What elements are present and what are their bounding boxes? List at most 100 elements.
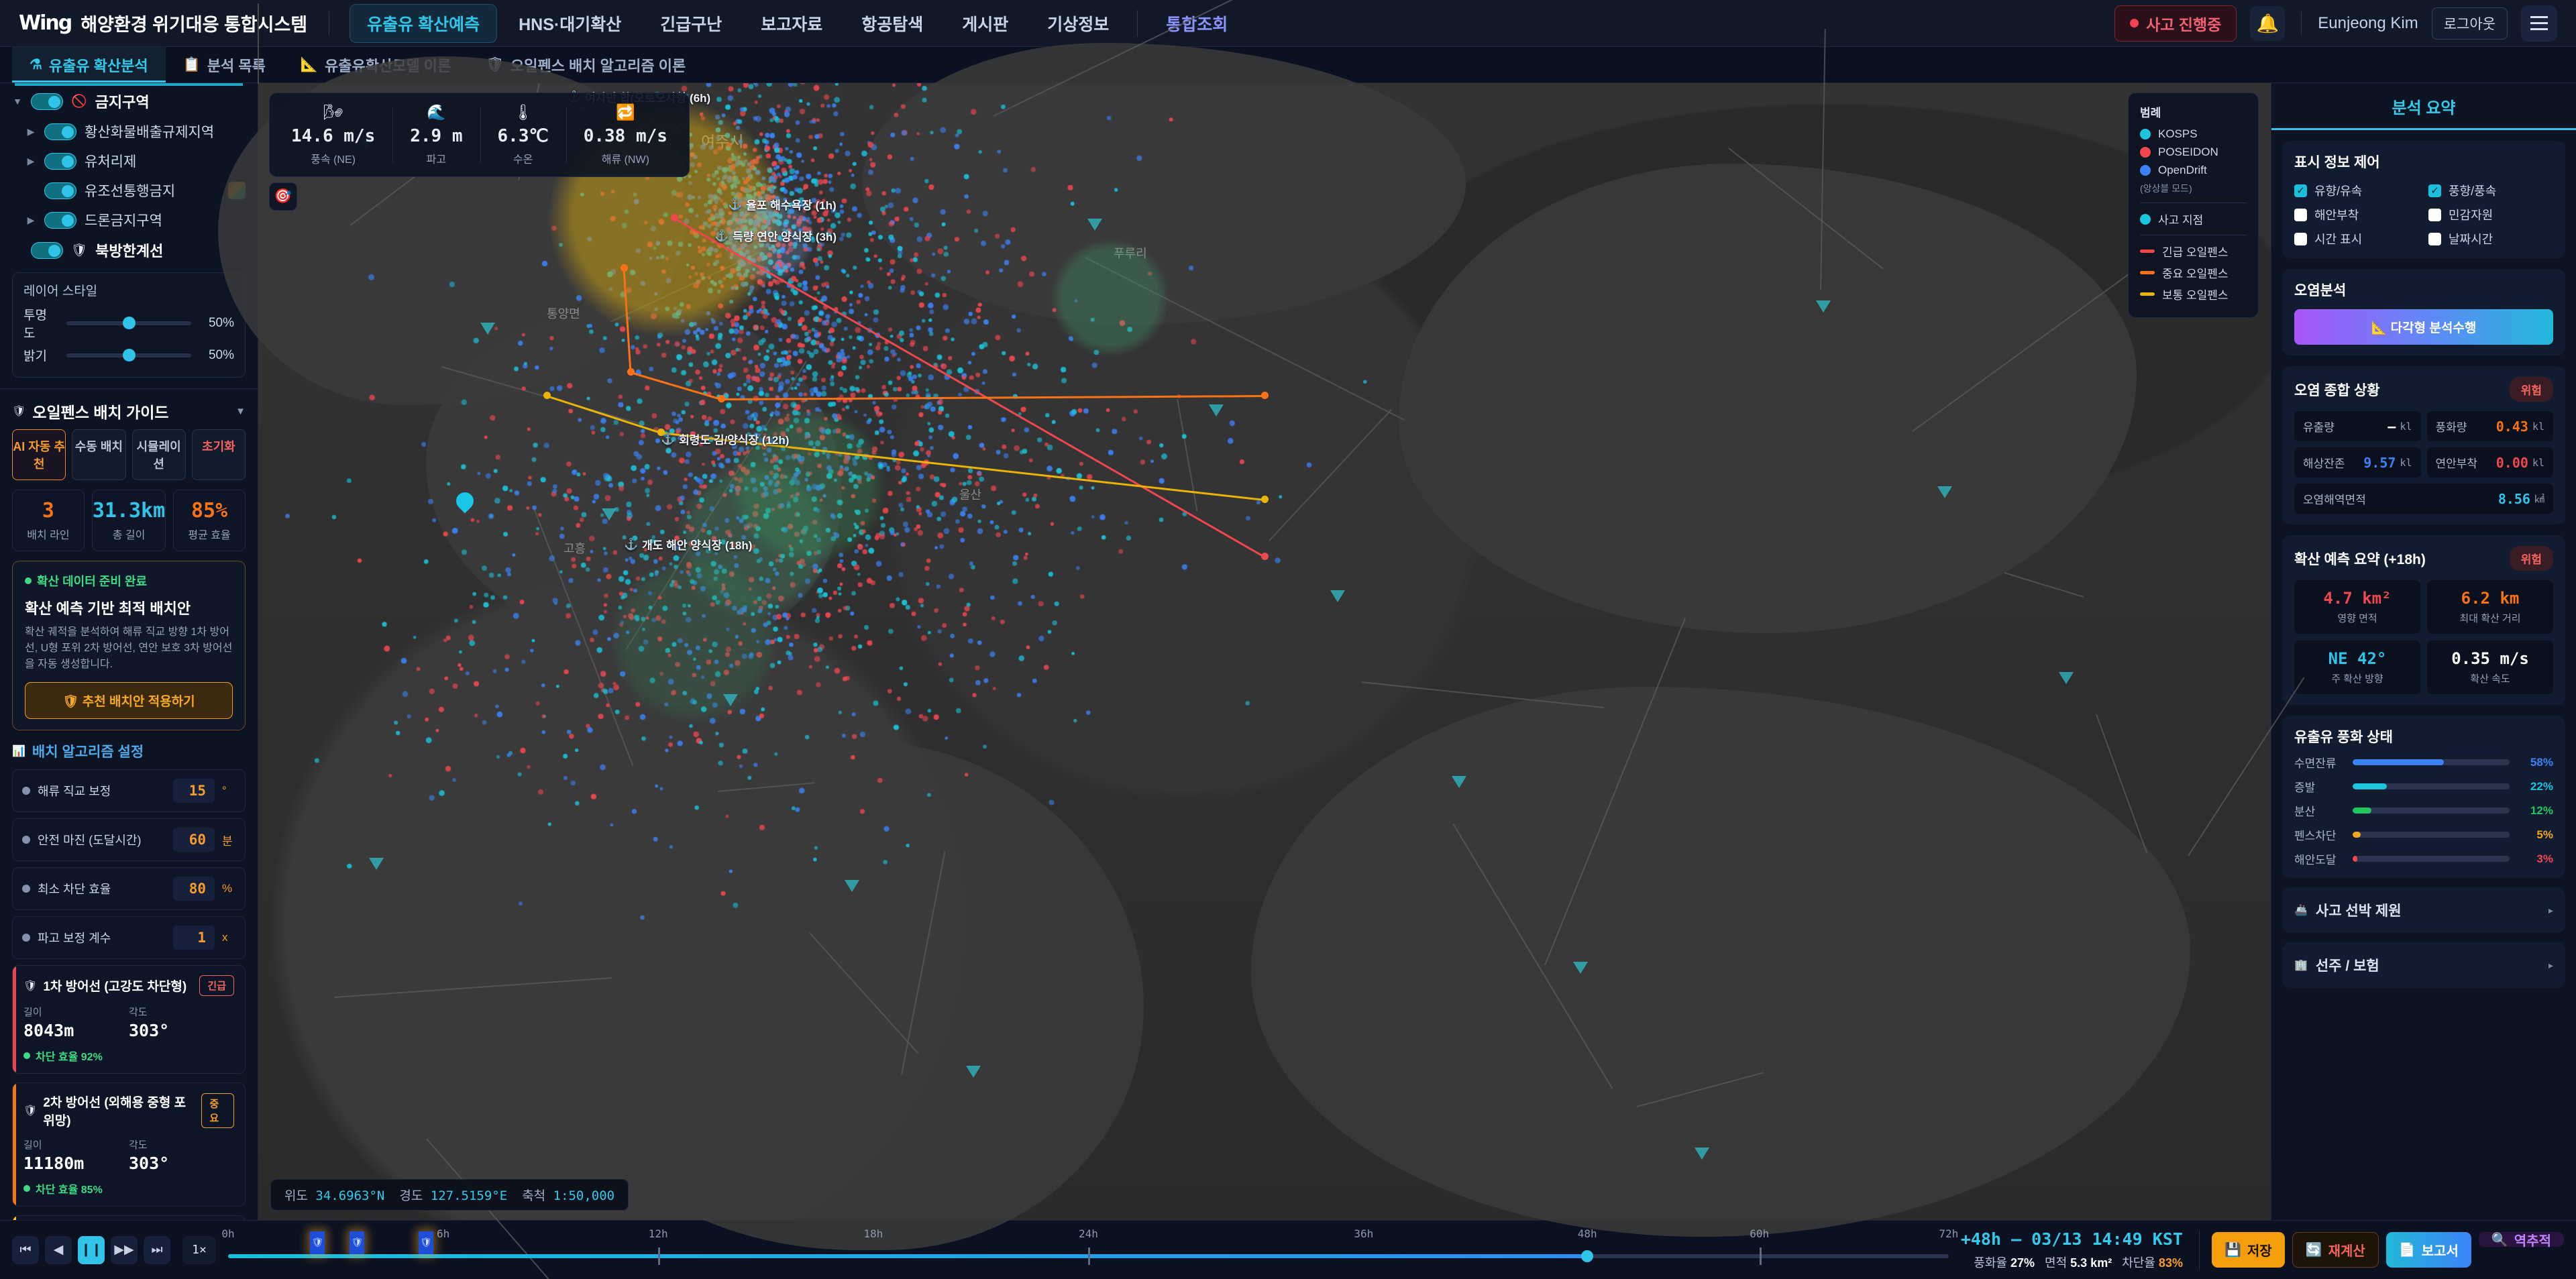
mode-button[interactable]: 수동 배치 [72, 429, 126, 480]
slider-row[interactable]: 투명도 50% [23, 305, 234, 341]
playback-speed-button[interactable]: 1× [182, 1235, 216, 1264]
slider-handle[interactable] [123, 317, 136, 329]
layer-row[interactable]: ▶ 드론금지구역 [0, 205, 258, 235]
nav-item[interactable]: 통합조회 [1166, 15, 1228, 34]
layer-row[interactable]: ▶ 유처리제 [0, 146, 258, 176]
nav-item[interactable]: 긴급구난 [660, 15, 722, 34]
layer-row[interactable]: ▼ 🚫 금지구역 [0, 86, 258, 117]
mode-button[interactable]: 초기화 [191, 429, 246, 480]
역추적-button[interactable]: 🔍 역추적 [2478, 1232, 2564, 1249]
collapsible-building-icon[interactable]: 🏢 선주 / 보험 ▸ [2282, 942, 2565, 988]
slider-track[interactable] [66, 317, 191, 329]
layer-toggle[interactable] [31, 93, 63, 110]
map-canvas[interactable]: 여주시통양면푸루리울산고흥 ⚓여자만 합(오토오사항 (6h)⚓율포 해수욕장 … [218, 0, 2305, 1279]
map-marker[interactable]: ⚓ 회령도 김/양식장 (12h) [661, 431, 789, 447]
tab-clipboard-icon[interactable]: 📋 분석 목록 [166, 47, 283, 82]
algorithm-input[interactable]: 15 [173, 779, 215, 803]
timeline-handle[interactable] [1581, 1249, 1594, 1262]
fence-endpoint[interactable] [1261, 553, 1269, 560]
checkbox-row[interactable]: 민감자원 [2428, 206, 2553, 223]
checkbox[interactable] [2428, 232, 2441, 245]
collapsible-ship-icon[interactable]: 🚢 사고 선박 제원 ▸ [2282, 887, 2565, 933]
fence-endpoint[interactable] [627, 368, 635, 376]
algorithm-input[interactable]: 1 [173, 926, 215, 950]
hamburger-icon[interactable] [2521, 5, 2557, 42]
layer-row[interactable]: ▶ 황산화물배출규제지역 [0, 117, 258, 146]
caret-icon[interactable]: ▶ [27, 155, 35, 166]
map-marker[interactable]: ⚓ 율포 해수욕장 (1h) [728, 196, 837, 213]
layer-toggle[interactable] [44, 182, 76, 199]
layer-toggle[interactable] [44, 211, 76, 229]
checkbox-row[interactable]: 시간 표시 [2294, 230, 2419, 247]
보고서-button[interactable]: 📄 보고서 [2385, 1232, 2471, 1268]
timeline-fence-flag[interactable]: 🛡 [310, 1231, 325, 1254]
chevron-right-icon[interactable]: ▸ [2548, 959, 2553, 970]
timeline-fence-flag[interactable]: 🛡 [418, 1231, 433, 1254]
nav-item[interactable]: 게시판 [962, 15, 1009, 34]
fence-card[interactable]: 🛡3차 방어선 (연안 경량형)보통길이12065m각도288°차단 효율 78… [12, 1215, 246, 1220]
algorithm-input[interactable]: 60 [173, 828, 215, 852]
chevron-down-icon[interactable]: ▼ [235, 405, 246, 417]
mode-button[interactable]: 시뮬레이션 [131, 429, 186, 480]
fast-forward-icon[interactable]: ▶▶ [111, 1235, 138, 1264]
nav-item[interactable]: 기상정보 [1047, 15, 1110, 34]
skip-end-icon[interactable]: ⏭ [144, 1235, 170, 1264]
저장-button[interactable]: 💾 저장 [2211, 1232, 2285, 1268]
pause-icon[interactable]: ❙❙ [78, 1235, 105, 1264]
map-marker[interactable]: ⚓ 득량 연안 양식장 (3h) [714, 227, 837, 244]
checkbox[interactable]: ✓ [2428, 184, 2441, 197]
layer-row[interactable]: 🛡 북방한계선 [0, 235, 258, 266]
header-actions: 사고 진행중 🔔 Eunjeong Kim 로그아웃 [2114, 5, 2557, 42]
slider-handle[interactable] [123, 348, 136, 362]
fence-endpoint[interactable] [671, 214, 678, 221]
timeline-slider[interactable]: 0h 6h 12h 18h 24h 36h 48h 60h 72h 🛡 🛡 🛡 [221, 1226, 1958, 1274]
checkbox[interactable]: ✓ [2294, 184, 2307, 197]
fence-endpoint[interactable] [621, 264, 628, 272]
재계산-button[interactable]: 🔄 재계산 [2292, 1232, 2379, 1268]
checkbox-label: 해안부착 [2314, 209, 2359, 222]
checkbox[interactable] [2294, 232, 2307, 245]
fence-endpoint[interactable] [543, 392, 551, 399]
map-marker[interactable]: ⚓ 개도 해안 양식장 (18h) [624, 536, 752, 553]
layer-toggle[interactable] [31, 241, 63, 259]
caret-icon[interactable]: ▼ [13, 96, 22, 107]
checkbox-row[interactable]: ✓ 유향/유속 [2294, 182, 2419, 199]
bell-icon[interactable]: 🔔 [2250, 5, 2286, 41]
caret-icon[interactable]: ▶ [27, 214, 35, 225]
layer-toggle[interactable] [44, 123, 76, 140]
checkbox-row[interactable]: 날짜시간 [2428, 230, 2553, 247]
nav-item[interactable]: 항공탐색 [861, 15, 924, 34]
nav-item[interactable]: 보고자료 [761, 15, 823, 34]
polygon-analysis-button[interactable]: 📐 다각형 분석수행 [2294, 309, 2553, 345]
checkbox[interactable] [2294, 208, 2307, 221]
layer-row[interactable]: 유조선통행금지 [0, 176, 258, 205]
mode-button[interactable]: AI 자동 추천 [12, 429, 66, 480]
nav-item[interactable]: HNS·대기확산 [519, 15, 622, 34]
fence-card[interactable]: 🛡 2차 방어선 (외해용 중형 포위망) 중요 길이 11180m 각도 303° 차단 효… [12, 1082, 246, 1207]
chevron-right-icon[interactable]: ▸ [2548, 904, 2553, 915]
skip-start-icon[interactable]: ⏮ [12, 1235, 39, 1264]
slider-track[interactable] [66, 348, 191, 362]
checkbox[interactable] [2428, 208, 2441, 221]
nav-item[interactable]: 유출유 확산예측 [350, 3, 498, 43]
logout-button[interactable]: 로그아웃 [2431, 7, 2508, 40]
fence-guide-header[interactable]: 🛡 오일펜스 배치 가이드 ▼ [0, 389, 258, 429]
fence-endpoint[interactable] [718, 395, 725, 402]
layer-toggle[interactable] [44, 152, 76, 170]
apply-recommendation-button[interactable]: 🛡 추천 배치안 적용하기 [25, 682, 233, 719]
checkbox-row[interactable]: 해안부착 [2294, 206, 2419, 223]
slider-row[interactable]: 밝기 50% [23, 346, 234, 364]
fence-card[interactable]: 🛡 1차 방어선 (고강도 차단형) 긴급 길이 8043m 각도 303° 차단 효율 92… [12, 965, 246, 1074]
display-control-card: 표시 정보 제어 ✓ 유향/유속 ✓ 풍향/풍속 해안부착 민감자원 시간 표시 날짜시간 [2282, 141, 2565, 258]
step-back-icon[interactable]: ◀ [45, 1235, 72, 1264]
algorithm-input[interactable]: 80 [173, 877, 215, 901]
timeline-fence-flag[interactable]: 🛡 [350, 1231, 365, 1254]
fence-endpoint[interactable] [1261, 392, 1269, 399]
accident-point-pin[interactable] [456, 492, 474, 515]
fence-endpoint[interactable] [657, 429, 665, 436]
caret-icon[interactable]: ▶ [27, 125, 35, 137]
tab-flask-icon[interactable]: ⚗ 유출유 확산분석 [12, 47, 166, 82]
target-icon[interactable]: 🎯 [269, 182, 297, 211]
checkbox-row[interactable]: ✓ 풍향/풍속 [2428, 182, 2553, 199]
fence-endpoint[interactable] [1261, 496, 1269, 503]
